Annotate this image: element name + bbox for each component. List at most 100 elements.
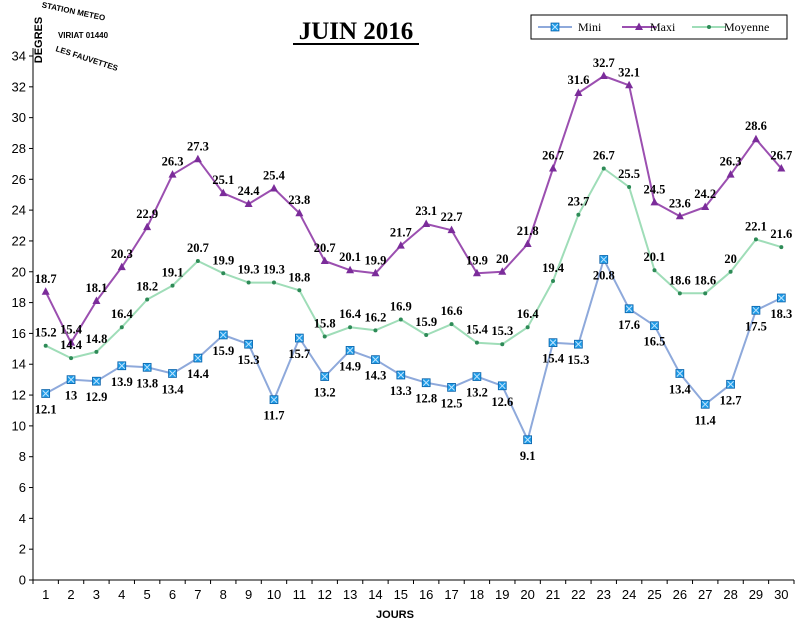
mini-data-label: 11.4: [695, 413, 717, 427]
y-tick-label: 6: [19, 480, 26, 495]
x-tick-label: 16: [419, 587, 433, 602]
x-tick-label: 23: [597, 587, 611, 602]
x-tick-label: 15: [394, 587, 408, 602]
maxi-marker: [498, 267, 507, 275]
x-tick-label: 12: [317, 587, 331, 602]
y-tick-label: 8: [19, 449, 26, 464]
maxi-data-label: 28.6: [745, 119, 767, 133]
moyenne-marker: [195, 258, 200, 263]
mini-data-label: 12.9: [85, 390, 107, 404]
maxi-data-label: 25.4: [263, 169, 286, 183]
mini-marker-cross: [676, 370, 684, 377]
mini-data-label: 13.2: [314, 386, 336, 400]
maxi-data-label: 26.7: [542, 149, 564, 163]
moyenne-data-label: 14.4: [60, 338, 83, 352]
x-tick-label: 1: [42, 587, 49, 602]
mini-data-label: 13.4: [162, 382, 185, 396]
moyenne-marker: [322, 334, 327, 339]
maxi-data-label: 18.1: [85, 281, 107, 295]
maxi-marker: [635, 22, 643, 30]
y-tick-label: 12: [12, 388, 26, 403]
legend-label-moyenne: Moyenne: [724, 20, 769, 34]
maxi-data-label: 19.9: [365, 253, 387, 267]
x-tick-label: 27: [698, 587, 712, 602]
y-tick-label: 30: [12, 110, 26, 125]
maxi-data-label: 23.6: [669, 196, 691, 210]
moyenne-data-label: 21.6: [770, 227, 792, 241]
moyenne-data-label: 20.1: [644, 250, 666, 264]
moyenne-marker: [779, 245, 784, 250]
moyenne-data-label: 22.1: [745, 219, 767, 233]
mini-data-label: 11.7: [263, 409, 284, 423]
moyenne-marker: [652, 268, 657, 273]
y-tick-label: 18: [12, 295, 26, 310]
y-tick-label: 24: [12, 203, 26, 218]
x-tick-label: 2: [67, 587, 74, 602]
mini-data-label: 13.9: [111, 375, 133, 389]
mini-marker-cross: [473, 373, 481, 380]
x-tick-label: 5: [144, 587, 151, 602]
mini-marker-cross: [245, 340, 252, 348]
mini-data-label: 13: [65, 389, 78, 403]
moyenne-data-label: 15.8: [314, 316, 336, 330]
mini-marker-cross: [42, 390, 50, 397]
mini-marker-cross: [551, 23, 559, 31]
moyenne-marker: [43, 343, 48, 348]
moyenne-data-label: 19.1: [162, 266, 184, 280]
maxi-marker: [244, 199, 253, 207]
x-tick-label: 20: [520, 587, 534, 602]
moyenne-data-label: 18.6: [669, 273, 691, 287]
mini-data-label: 17.5: [745, 319, 767, 333]
maxi-data-label: 20.1: [339, 250, 361, 264]
mini-data-label: 16.5: [644, 335, 666, 349]
mini-marker-cross: [727, 380, 734, 388]
data-labels: 12.113 12.913.9 13.8 13.414.415.915.311.715…: [35, 56, 793, 463]
station-stamp: STATION METEO VIRIAT 01440 LES FAUVETTES: [41, 0, 120, 73]
legend: Mini Maxi Moyenne: [530, 14, 788, 40]
series-layer: [41, 71, 786, 445]
mini-marker-cross: [270, 396, 278, 404]
maxi-marker: [422, 219, 431, 227]
maxi-data-label: 24.4: [238, 184, 261, 198]
mini-data-label: 14.3: [365, 369, 387, 383]
maxi-marker: [396, 241, 405, 249]
maxi-marker: [549, 164, 558, 172]
moyenne-marker: [119, 325, 124, 330]
maxi-data-label: 32.7: [593, 56, 615, 70]
legend-item-mini: Mini: [538, 20, 602, 34]
maxi-data-label: 20: [496, 252, 509, 266]
mini-marker-cross: [346, 347, 354, 354]
mini-marker-cross: [701, 400, 709, 408]
moyenne-data-label: 16.2: [365, 310, 387, 324]
mini-marker-cross: [777, 294, 785, 302]
maxi-data-label: 22.7: [441, 210, 463, 224]
moyenne-data-label: 18.6: [694, 273, 716, 287]
maxi-data-label: 32.1: [618, 65, 640, 79]
mini-marker-cross: [143, 363, 151, 371]
moyenne-marker: [170, 283, 175, 288]
maxi-data-label: 27.3: [187, 139, 209, 153]
x-tick-label: 21: [546, 587, 560, 602]
moyenne-marker: [373, 328, 378, 333]
x-tick-label: 24: [622, 587, 636, 602]
moyenne-data-label: 26.7: [593, 149, 615, 163]
maxi-marker: [168, 170, 177, 178]
moyenne-data-label: 16.9: [390, 300, 412, 314]
moyenne-marker: [753, 237, 758, 242]
legend-box: [530, 14, 788, 40]
maxi-marker: [346, 265, 355, 274]
maxi-data-label: 31.6: [567, 73, 589, 87]
moyenne-data-label: 19.3: [263, 263, 285, 277]
maxi-data-label: 19.9: [466, 253, 488, 267]
moyenne-data-label: 16.4: [111, 307, 134, 321]
mini-marker-cross: [549, 339, 557, 347]
moyenne-data-label: 20: [724, 252, 737, 266]
x-tick-label: 9: [245, 587, 252, 602]
mini-data-label: 15.4: [542, 352, 565, 366]
x-tick-label: 28: [723, 587, 737, 602]
mini-marker-cross: [600, 256, 608, 263]
moyenne-marker: [271, 280, 276, 285]
maxi-data-label: 21.7: [390, 226, 412, 240]
y-tick-label: 22: [12, 233, 26, 248]
